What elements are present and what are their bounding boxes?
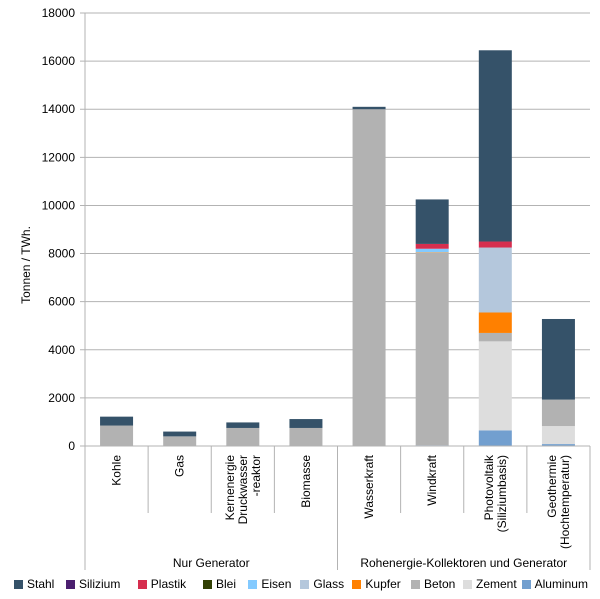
bar-segment-stahl (163, 431, 197, 437)
bar-segment-kupfer (478, 312, 512, 333)
legend-item-blei: Blei (203, 577, 236, 591)
x-tick-label: Biomasse (299, 455, 313, 508)
x-tick-label: Kohle (110, 455, 124, 486)
legend-label: Eisen (261, 577, 292, 591)
bar-segment-beton (100, 425, 134, 446)
y-tick-label: 12000 (42, 150, 76, 164)
legend-item-glass: Glass (300, 577, 344, 591)
y-tick-label: 18000 (42, 6, 76, 20)
legend-label: Silizium (79, 577, 121, 591)
legend-item-zement: Zement (463, 577, 517, 591)
legend-label: Plastik (150, 577, 187, 591)
y-tick-label: 10000 (42, 198, 76, 212)
bar-segment-stahl (541, 318, 575, 400)
x-group-label: Rohenergie-Kollektoren und Generator (360, 556, 567, 570)
y-tick-label: 14000 (42, 102, 76, 116)
x-tick-label: Photovoltaik (482, 454, 496, 520)
legend-item-stahl: Stahl (14, 577, 54, 591)
x-tick-label: -reaktor (249, 455, 263, 496)
legend-item-aluminum: Aluminum (521, 577, 588, 591)
bar-segment-aluminum (478, 430, 512, 446)
stacked-bar-chart: 0 2000 4000 6000 8000 10000 12000 14000 16000 180… (19, 6, 591, 570)
legend-label: Glass (313, 577, 345, 591)
x-tick-label: Druckwasser (236, 455, 250, 524)
legend-label: Zement (476, 577, 517, 591)
bar-segment-plastik (478, 241, 512, 248)
gridlines (80, 12, 590, 447)
x-tick-label: Kernenergie (223, 455, 237, 521)
legend-item-plastik: Plastik (137, 577, 187, 591)
bar-segment-stahl (478, 50, 512, 242)
x-tick-label: Wasserkraft (362, 454, 376, 518)
legend-swatch (203, 579, 212, 589)
bar-segment-beton (478, 332, 512, 342)
bar-segment-zement (541, 426, 575, 445)
y-axis-label: Tonnen / TWh. (19, 226, 33, 304)
bar-segment-beton (163, 436, 197, 446)
bar-segment-eisen (415, 248, 449, 253)
x-group-label: Nur Generator (173, 556, 250, 570)
bar-segment-beton (541, 399, 575, 427)
legend-swatch (411, 579, 420, 589)
legend-swatch (300, 579, 310, 589)
bar-segment-stahl (226, 422, 260, 428)
bar-segment-beton (415, 252, 449, 446)
legend-swatch (352, 579, 362, 589)
y-tick-label: 4000 (48, 343, 75, 357)
y-tick-label: 16000 (42, 54, 76, 68)
legend-label: Kupfer (365, 577, 401, 591)
legend-item-kupfer: Kupfer (352, 577, 401, 591)
y-tick-label: 2000 (48, 391, 75, 405)
legend-swatch (521, 579, 531, 589)
bar-segment-beton (289, 427, 323, 446)
bar-segment-beton (352, 109, 386, 446)
legend-label: Blei (216, 577, 237, 591)
bar-segment-glass (478, 247, 512, 313)
legend-swatch (14, 579, 23, 589)
legend-label: Aluminum (534, 577, 588, 591)
bar-segment-stahl (289, 419, 323, 428)
y-tick-label: 8000 (48, 247, 75, 261)
bars (100, 50, 575, 446)
x-axis: Kohle Gas Kernenergie Druckwasser -reaktor Bi… (84, 445, 591, 570)
x-tick-label: Geothermie (545, 455, 559, 518)
bar-segment-stahl (352, 106, 386, 110)
legend-item-silizium: Silizium (66, 577, 120, 591)
y-tick-label: 0 (68, 439, 75, 453)
legend-item-beton: Beton (411, 577, 455, 591)
legend-label: Beton (424, 577, 456, 591)
x-tick-label: Gas (173, 455, 187, 477)
legend-swatch (463, 579, 472, 589)
legend-swatch (248, 579, 258, 589)
bar-segment-beton (226, 427, 260, 446)
bar-segment-stahl (100, 416, 134, 426)
x-tick-label: (Hochtemperatur) (558, 455, 572, 549)
x-tick-label: Windkraft (425, 454, 439, 505)
y-axis-tick-labels: 0 2000 4000 6000 8000 10000 12000 14000 16000 180… (42, 6, 76, 453)
legend-swatch (137, 579, 147, 589)
bar-segment-stahl (415, 199, 449, 244)
x-tick-label: (Siliziumbasis) (495, 455, 509, 532)
legend-swatch (66, 579, 75, 589)
legend-label: Stahl (27, 577, 55, 591)
legend-item-eisen: Eisen (248, 577, 291, 591)
y-tick-label: 6000 (48, 295, 75, 309)
bar-segment-aluminum (541, 444, 575, 446)
chart-legend: Stahl Silizium Plastik Blei Eisen Glass Kupfer… (10, 577, 600, 599)
bar-segment-plastik (415, 243, 449, 249)
bar-segment-zement (478, 341, 512, 431)
